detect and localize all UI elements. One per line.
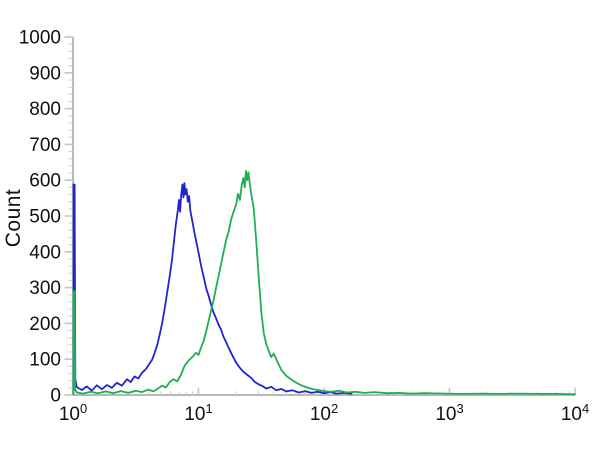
curve-series-blue: [72, 182, 353, 395]
y-tick-label: 900: [29, 63, 61, 84]
y-tick-label: 300: [29, 278, 61, 299]
y-tick-label: 500: [29, 207, 61, 228]
y-tick-label: 400: [29, 242, 61, 263]
y-tick-label: 0: [50, 386, 61, 407]
x-tick-label: 102: [310, 401, 338, 425]
y-tick-label: 200: [29, 314, 61, 335]
y-tick-label: 1000: [19, 28, 61, 49]
histogram-curves: [72, 170, 576, 396]
x-tick-label: 101: [184, 401, 212, 425]
x-tick-label: 104: [561, 401, 589, 425]
x-tick-label: 103: [435, 401, 463, 425]
y-tick-label: 600: [29, 171, 61, 192]
curve-series-green: [72, 170, 576, 396]
x-tick-labels: 100 101 102 103 104: [59, 401, 589, 425]
y-tick-label: 700: [29, 135, 61, 156]
y-tick-labels: 0 100 200 300 400 500 600 700 800 900 1000: [19, 28, 61, 407]
y-tick-label: 100: [29, 350, 61, 371]
axes: [72, 37, 575, 396]
x-tick-label: 100: [59, 401, 87, 425]
y-axis-ticks: [64, 36, 73, 396]
y-tick-label: 800: [29, 99, 61, 120]
